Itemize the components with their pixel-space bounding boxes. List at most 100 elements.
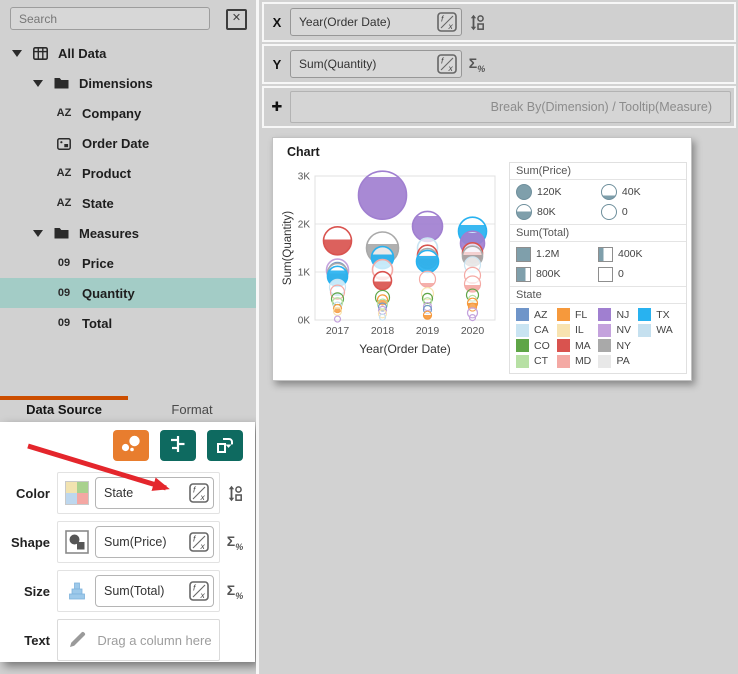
bubble-nj-2019[interactable] bbox=[411, 210, 444, 243]
bubble-chart-icon bbox=[120, 434, 142, 457]
legend-label: NV bbox=[616, 324, 632, 337]
legend-state-item-wa[interactable]: WA bbox=[638, 323, 680, 339]
shape-row-label: Shape bbox=[10, 534, 50, 550]
legend-state-item-co[interactable]: CO bbox=[516, 338, 557, 354]
legend-state-item-az[interactable]: AZ bbox=[516, 307, 557, 323]
tree-item-measures[interactable]: Measures bbox=[0, 218, 256, 248]
state-color-swatch bbox=[638, 308, 652, 322]
transpose-button[interactable] bbox=[207, 430, 243, 461]
svg-text:x: x bbox=[200, 492, 206, 502]
axis-fields-icon bbox=[168, 434, 188, 457]
legend-price-item[interactable]: 0 bbox=[600, 202, 680, 222]
bubble-plot[interactable]: 0K 1K 2K 3K 2017 2018 2019 2020 Sum(Quantity) Y… bbox=[279, 162, 507, 362]
legend-label: IL bbox=[574, 324, 584, 337]
legend-state-item-ma[interactable]: MA bbox=[556, 338, 599, 354]
legend-state-item-fl[interactable]: FL bbox=[556, 307, 599, 323]
legend-price-item[interactable]: 40K bbox=[600, 182, 680, 202]
legend-total-item[interactable]: 0 bbox=[598, 264, 680, 284]
search-input[interactable] bbox=[10, 7, 210, 30]
panel-tabs: Data Source Format bbox=[0, 396, 256, 420]
bubble-nv-2017[interactable] bbox=[333, 315, 342, 323]
svg-text:2K: 2K bbox=[298, 220, 311, 231]
break-by-drop-zone[interactable]: Break By(Dimension) / Tooltip(Measure) bbox=[290, 91, 731, 123]
svg-text:f: f bbox=[193, 534, 197, 544]
legend-state-item-md[interactable]: MD bbox=[556, 354, 599, 370]
svg-text:x: x bbox=[200, 590, 206, 600]
close-icon[interactable]: ✕ bbox=[226, 9, 247, 30]
tree-item-label: Measures bbox=[79, 225, 139, 241]
tree-item-quantity[interactable]: 09 Quantity bbox=[0, 278, 256, 308]
tree-item-total[interactable]: 09 Total bbox=[0, 308, 256, 338]
legend-price-item[interactable]: 120K bbox=[516, 182, 601, 202]
legend-state-item-ct[interactable]: CT bbox=[516, 354, 557, 370]
bubble-chart-button[interactable] bbox=[113, 430, 149, 461]
legend-total-item[interactable]: 400K bbox=[598, 244, 680, 264]
legend-state-item-nv[interactable]: NV bbox=[598, 323, 638, 339]
legend-label: 0 bbox=[621, 206, 628, 218]
bubble-wa-2018[interactable] bbox=[378, 313, 387, 321]
tab-data-source[interactable]: Data Source bbox=[0, 396, 128, 420]
tree-item-dimensions[interactable]: Dimensions bbox=[0, 68, 256, 98]
color-row-label: Color bbox=[16, 485, 50, 501]
aggregate-icon[interactable]: Σ% bbox=[226, 532, 244, 552]
tree-item-price[interactable]: 09 Price bbox=[0, 248, 256, 278]
caret-down-icon[interactable] bbox=[33, 229, 43, 237]
price-fill-icon bbox=[516, 204, 532, 220]
caret-down-icon[interactable] bbox=[12, 49, 22, 57]
legend-state-item-ny[interactable]: NY bbox=[598, 338, 638, 354]
legend-total-items: 1.2M 800K 400K 0 bbox=[510, 242, 686, 286]
bubble-md-2019[interactable] bbox=[418, 270, 437, 288]
break-by-placeholder: Break By(Dimension) / Tooltip(Measure) bbox=[490, 100, 712, 114]
bubble-ma-2018[interactable] bbox=[372, 270, 393, 291]
caret-down-icon[interactable] bbox=[33, 79, 43, 87]
tree-item-label: Total bbox=[82, 315, 113, 331]
bubble-ma-2017[interactable] bbox=[322, 226, 353, 256]
legend-total-item[interactable]: 1.2M bbox=[516, 244, 598, 264]
plus-icon[interactable]: ✚ bbox=[271, 99, 283, 114]
tree-item-product[interactable]: AZ Product bbox=[0, 158, 256, 188]
state-color-swatch bbox=[556, 339, 570, 353]
state-color-swatch bbox=[556, 308, 570, 322]
aggregate-icon[interactable]: Σ% bbox=[468, 54, 486, 74]
text-drop-zone[interactable]: Drag a column here bbox=[57, 619, 220, 661]
legend-state-item-ca[interactable]: CA bbox=[516, 323, 557, 339]
legend-label: NY bbox=[616, 339, 632, 352]
legend-state-title: State bbox=[510, 286, 686, 304]
bubble-nj-2018[interactable] bbox=[357, 170, 408, 221]
legend-total-item[interactable]: 800K bbox=[516, 264, 598, 284]
tree-item-label: Product bbox=[82, 165, 132, 181]
bubble-fl-2019[interactable] bbox=[422, 310, 433, 320]
tree-item-state[interactable]: AZ State bbox=[0, 188, 256, 218]
sort-icon[interactable] bbox=[465, 14, 489, 31]
tree-item-order-date[interactable]: Order Date bbox=[0, 128, 256, 158]
axis-fields-button[interactable] bbox=[160, 430, 196, 461]
tab-format[interactable]: Format bbox=[171, 402, 213, 417]
tree-item-all-data[interactable]: All Data bbox=[0, 38, 256, 68]
legend-state-item-pa[interactable]: PA bbox=[598, 354, 638, 370]
x-axis-field-value: Year(Order Date) bbox=[299, 15, 391, 29]
bubble-nv-2020[interactable] bbox=[468, 314, 477, 322]
bubble-tx-2019[interactable] bbox=[415, 249, 440, 274]
legend-state-item-nj[interactable]: NJ bbox=[598, 307, 638, 323]
legend-state-item-tx[interactable]: TX bbox=[638, 307, 680, 323]
aggregate-icon[interactable]: Σ% bbox=[226, 581, 244, 601]
tree-item-company[interactable]: AZ Company bbox=[0, 98, 256, 128]
sort-icon[interactable] bbox=[223, 485, 247, 502]
legend-state-item-il[interactable]: IL bbox=[556, 323, 599, 339]
legend-price-item[interactable]: 80K bbox=[516, 202, 601, 222]
bubble-il-2017[interactable] bbox=[332, 306, 343, 316]
